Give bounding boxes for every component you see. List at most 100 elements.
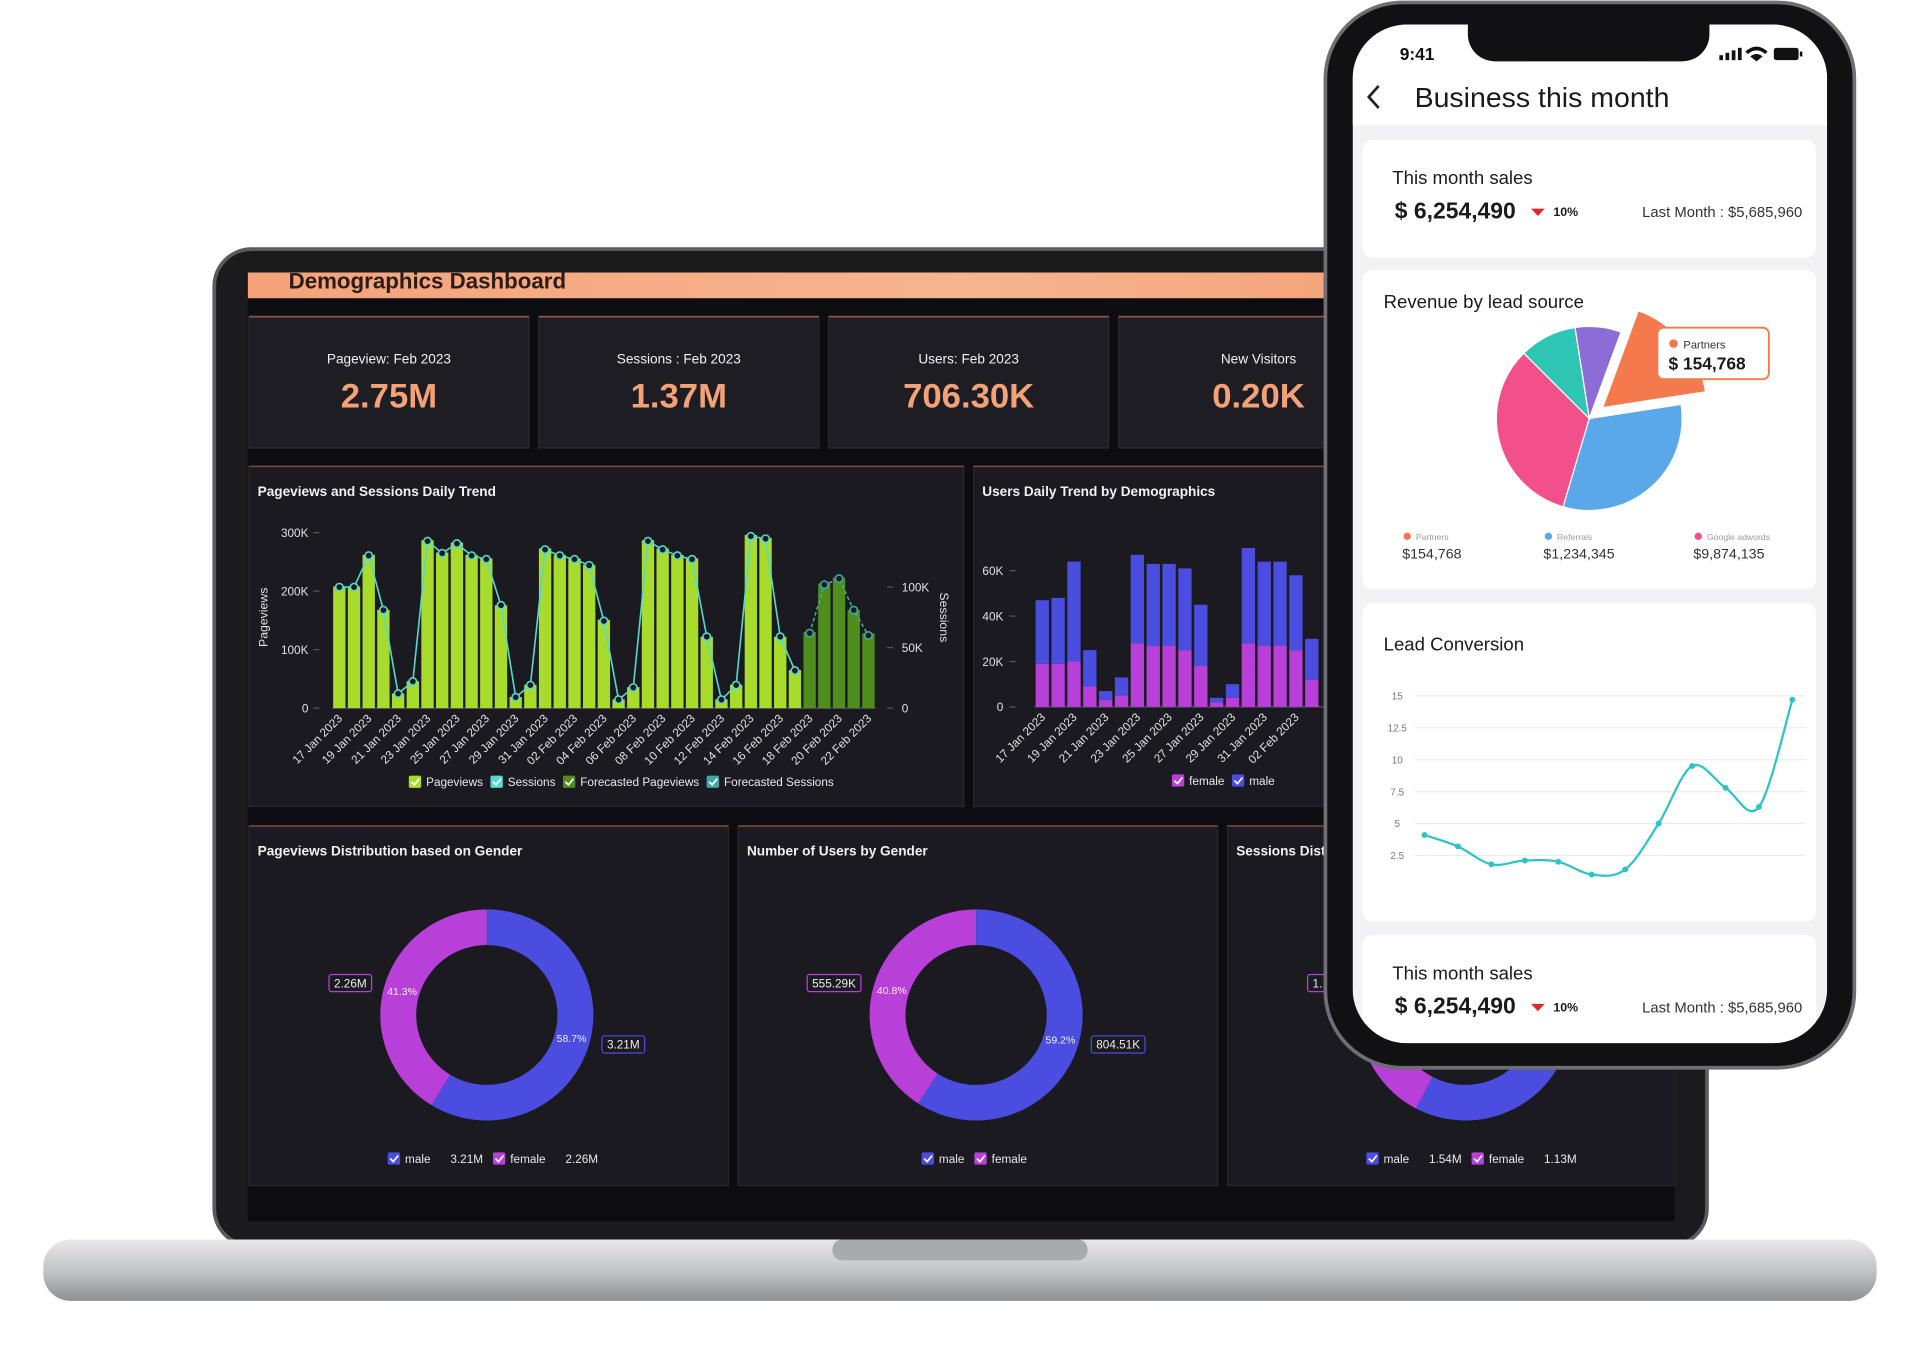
bar (744, 534, 758, 709)
bar (568, 558, 581, 709)
bar-segment (1194, 604, 1208, 667)
legend-swatch (490, 775, 503, 788)
bar-segment (1178, 568, 1192, 651)
line-point (790, 666, 800, 676)
legend-swatch (1471, 1152, 1484, 1165)
legend-label: Pageviews (426, 776, 483, 789)
line-point (863, 631, 873, 640)
sales-amount: $ 6,254,490 (1395, 198, 1516, 224)
line-point (687, 554, 697, 564)
legend-amount: $1,234,345 (1543, 546, 1614, 562)
bar-segment (1051, 663, 1065, 707)
chart-title: Pageviews Distribution based on Gender (258, 843, 523, 858)
legend-label: Sessions (508, 776, 556, 789)
y2-axis-title: Sessions (937, 592, 951, 642)
y-axis-title: Pageviews (257, 588, 271, 647)
bar (406, 681, 419, 709)
legend-swatch (974, 1152, 987, 1165)
bar-segment (1162, 563, 1176, 646)
kpi-label: Sessions : Feb 2023 (617, 351, 741, 366)
bar (641, 540, 655, 709)
line-point (1689, 763, 1696, 770)
legend-check (1473, 1154, 1483, 1163)
line-point (746, 531, 756, 541)
legend-label: male (1384, 1153, 1409, 1166)
line-point (584, 560, 594, 570)
chart-card-bg (248, 825, 729, 1187)
bar-segment (1257, 561, 1271, 646)
legend-dot (1403, 532, 1411, 540)
value-label: 804.51K (1096, 1039, 1140, 1052)
value-label: 3.21M (607, 1039, 640, 1052)
chart-card: Number of Users by Gender 59.2% 804.51K 40.… (737, 825, 1219, 1187)
legend-swatch (1366, 1152, 1379, 1165)
bar (862, 633, 875, 709)
bar (759, 537, 772, 709)
y-tick-label: 20K (982, 656, 1003, 669)
callout-name: Partners (1683, 340, 1726, 352)
bar (494, 605, 508, 709)
legend-check (492, 778, 502, 787)
line-point (834, 574, 844, 584)
status-icons (1719, 46, 1803, 62)
bar (347, 586, 361, 709)
y-tick-label: 60K (982, 565, 1003, 578)
line-point (1789, 696, 1796, 703)
legend-value: 2.26M (565, 1153, 598, 1166)
kpi-value: 1.37M (631, 378, 727, 416)
bar-segment (1289, 575, 1303, 651)
y-tick-label: 15 (1392, 692, 1404, 703)
legend-amount: $9,874,135 (1693, 546, 1764, 562)
last-month: Last Month : $5,685,960 (1642, 1001, 1802, 1017)
y-tick-label: 300K (281, 527, 309, 540)
kpi-card: Sessions : Feb 2023 1.37M (538, 315, 820, 449)
line-point (805, 628, 815, 638)
card-title: This month sales (1392, 962, 1532, 983)
legend-label: female (1189, 775, 1224, 788)
percent-label: 40.8% (877, 986, 907, 997)
y-tick-label: 2.5 (1390, 851, 1404, 862)
laptop-base (43, 1239, 1877, 1301)
bar (391, 693, 405, 709)
chart-card: Pageviews and Sessions Daily Trend 0 100K 2… (248, 465, 965, 807)
kpi-label: Users: Feb 2023 (918, 351, 1019, 366)
bar (788, 670, 802, 709)
bar-segment (1257, 645, 1271, 707)
kpi-card: Pageview: Feb 2023 2.75M (248, 315, 530, 449)
line-point (628, 683, 638, 693)
back-button[interactable] (1366, 85, 1380, 109)
bar (847, 609, 860, 709)
line-point (467, 551, 477, 561)
line-point (496, 600, 506, 610)
kpi-value: 0.20K (1212, 378, 1305, 416)
series-line (808, 577, 870, 636)
legend-label: male (939, 1153, 964, 1166)
bar (509, 697, 522, 709)
bar (803, 632, 816, 709)
kpi-value: 2.75M (341, 378, 437, 416)
y2-tick-label: 50K (902, 642, 923, 655)
legend-label: Forecasted Pageviews (580, 776, 699, 789)
change-arrow (1531, 1003, 1545, 1012)
bar-segment (1241, 547, 1256, 644)
bar-segment (1051, 597, 1065, 664)
bar-segment (1194, 666, 1208, 707)
series-line (339, 535, 796, 702)
legend-check (494, 1154, 505, 1163)
bar (729, 684, 743, 709)
bar-segment (1146, 563, 1160, 646)
bar-segment (1210, 697, 1224, 703)
line-point (819, 580, 829, 590)
legend-check (923, 1154, 933, 1163)
line-point (408, 677, 418, 686)
change-arrow (1531, 208, 1545, 216)
bar-segment (1289, 650, 1303, 707)
kpi-label: Pageview: Feb 2023 (327, 351, 451, 366)
line-point (334, 582, 344, 592)
callout-dot (1669, 339, 1678, 348)
y-tick-label: 5 (1395, 819, 1401, 830)
line-point (849, 605, 859, 615)
legend-label: female (1489, 1153, 1524, 1166)
